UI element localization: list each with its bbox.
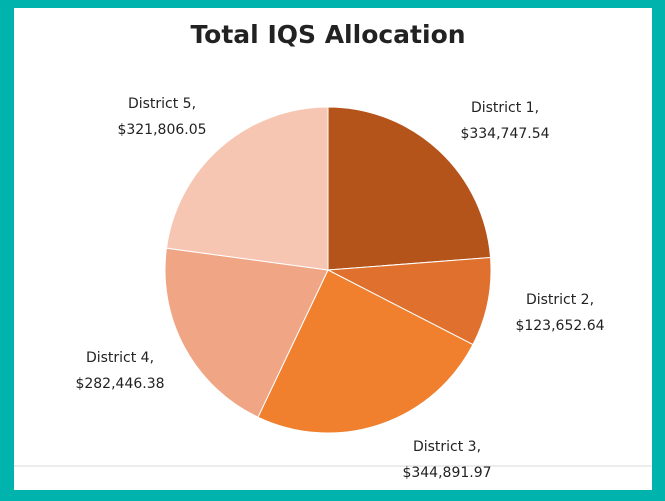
category-label: District 3 [413, 439, 477, 455]
data-label: District 2, [526, 292, 594, 308]
category-label: District 5 [128, 96, 192, 112]
value-label: $321,806.05 [117, 122, 206, 138]
category-label: District 2 [526, 292, 590, 308]
pie-slice [327, 106, 492, 271]
value-label: $334,747.54 [460, 126, 549, 142]
category-label: District 1 [471, 100, 535, 116]
data-label: District 1, [471, 100, 539, 116]
category-label: District 4 [86, 350, 150, 366]
label-separator: , [535, 100, 539, 116]
label-separator: , [150, 350, 154, 366]
data-label: District 4, [86, 350, 154, 366]
chart-title: Total IQS Allocation [190, 20, 465, 49]
pie-slice [326, 257, 492, 346]
label-separator: , [477, 439, 481, 455]
label-separator: , [192, 96, 196, 112]
pie-slice [257, 269, 474, 434]
label-separator: , [590, 292, 594, 308]
value-label: $282,446.38 [75, 376, 164, 392]
value-label: $123,652.64 [515, 318, 604, 334]
data-label: District 3, [413, 439, 481, 455]
value-label: $344,891.97 [402, 465, 491, 481]
data-label: District 5, [128, 96, 196, 112]
pie-slice [165, 106, 329, 271]
pie-slice [164, 247, 329, 418]
